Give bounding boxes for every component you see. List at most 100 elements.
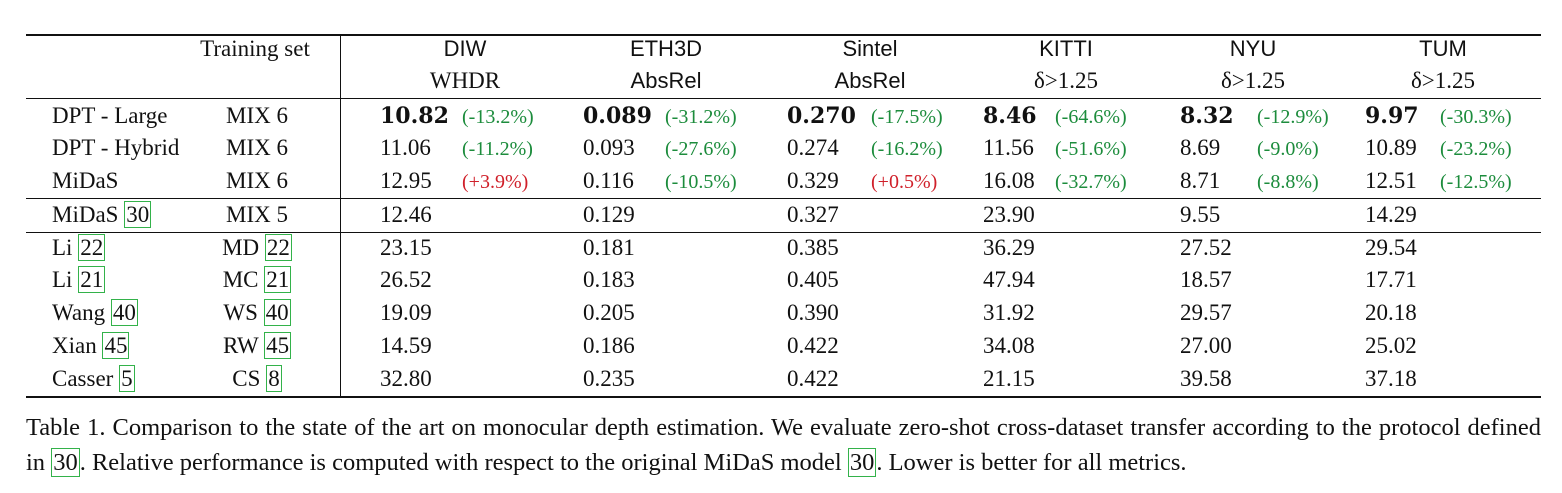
value-sintel: 0.385 [787, 235, 839, 260]
value-diw: 23.15 [380, 235, 432, 260]
header-rule [26, 98, 1541, 99]
row-training-set: MIX 5 [187, 200, 327, 230]
row-method: DPT - Hybrid [52, 133, 179, 163]
row-method: Wang 40 [52, 298, 138, 328]
training-set-citation[interactable]: 22 [264, 234, 292, 261]
relative-change-tum: (-23.2%) [1440, 138, 1512, 160]
relative-change-sintel: (-17.5%) [871, 106, 943, 128]
column-metric-sintel: AbsRel [834, 68, 906, 93]
value-kitti: 31.92 [983, 300, 1035, 325]
row-training-set: MC 21 [187, 265, 327, 295]
caption-citation-1[interactable]: 30 [51, 448, 80, 477]
value-diw: 12.46 [380, 202, 432, 227]
row-training-set: WS 40 [187, 298, 327, 328]
value-nyu: 8.32 [1180, 103, 1234, 129]
value-tum: 14.29 [1365, 202, 1417, 227]
training-set-citation[interactable]: 40 [263, 299, 291, 326]
relative-change-eth3d: (-27.6%) [665, 138, 737, 160]
training-set-header: Training set [200, 36, 310, 61]
method-citation[interactable]: 5 [119, 365, 135, 392]
value-nyu: 39.58 [1180, 366, 1232, 391]
method-name: MiDaS [52, 168, 119, 193]
column-metric-eth3d: AbsRel [630, 68, 702, 93]
value-nyu: 8.69 [1180, 135, 1221, 160]
value-kitti: 34.08 [983, 333, 1035, 358]
value-sintel: 0.329 [787, 168, 839, 193]
row-training-set: RW 45 [187, 331, 327, 361]
method-name: Li [52, 235, 79, 260]
value-kitti: 16.08 [983, 168, 1035, 193]
relative-change-diw: (-13.2%) [462, 106, 534, 128]
group-rule-1 [26, 198, 1541, 199]
column-divider [340, 34, 341, 397]
value-nyu: 9.55 [1180, 202, 1221, 227]
column-metric-tum: δ>1.25 [1410, 68, 1476, 93]
method-name: DPT - Hybrid [52, 135, 180, 160]
value-kitti: 23.90 [983, 202, 1035, 227]
row-method: DPT - Large [52, 101, 167, 131]
method-name: MiDaS [52, 202, 125, 227]
row-method: MiDaS [52, 166, 118, 196]
value-diw: 12.95 [380, 168, 432, 193]
value-eth3d: 0.181 [583, 235, 635, 260]
training-set-name: MD [222, 235, 265, 260]
method-citation[interactable]: 45 [102, 332, 130, 359]
value-eth3d: 0.116 [583, 168, 634, 193]
method-citation[interactable]: 30 [124, 201, 152, 228]
row-training-set: MIX 6 [187, 101, 327, 131]
value-nyu: 27.52 [1180, 235, 1232, 260]
value-kitti: 8.46 [983, 103, 1037, 129]
training-set-name: CS [232, 366, 267, 391]
row-training-set: CS 8 [187, 364, 327, 394]
value-tum: 25.02 [1365, 333, 1417, 358]
relative-change-sintel: (+0.5%) [871, 171, 938, 193]
training-set-name: MIX 5 [226, 202, 288, 227]
value-sintel: 0.405 [787, 267, 839, 292]
training-set-citation[interactable]: 21 [264, 266, 292, 293]
method-name: Casser [52, 366, 120, 391]
value-diw: 26.52 [380, 267, 432, 292]
value-sintel: 0.327 [787, 202, 839, 227]
method-citation[interactable]: 21 [78, 266, 106, 293]
method-name: Wang [52, 300, 111, 325]
value-diw: 32.80 [380, 366, 432, 391]
value-eth3d: 0.093 [583, 135, 635, 160]
training-set-citation[interactable]: 8 [266, 365, 282, 392]
value-tum: 17.71 [1365, 267, 1417, 292]
relative-change-nyu: (-8.8%) [1257, 171, 1319, 193]
value-diw: 14.59 [380, 333, 432, 358]
relative-change-tum: (-12.5%) [1440, 171, 1512, 193]
row-method: Li 22 [52, 233, 106, 263]
value-eth3d: 0.089 [583, 103, 652, 129]
row-training-set: MD 22 [187, 233, 327, 263]
group-rule-2 [26, 232, 1541, 233]
training-set-name: MIX 6 [226, 135, 288, 160]
caption-citation-2[interactable]: 30 [847, 448, 877, 477]
relative-change-nyu: (-9.0%) [1257, 138, 1319, 160]
value-kitti: 21.15 [983, 366, 1035, 391]
training-set-citation[interactable]: 45 [264, 332, 292, 359]
value-sintel: 0.270 [787, 103, 856, 129]
value-tum: 12.51 [1365, 168, 1417, 193]
relative-change-kitti: (-64.6%) [1055, 106, 1127, 128]
method-citation[interactable]: 22 [78, 234, 106, 261]
row-method: MiDaS 30 [52, 200, 152, 230]
column-header-nyu: NYU [1229, 36, 1277, 61]
value-tum: 9.97 [1365, 103, 1419, 129]
training-set-name: RW [222, 333, 265, 358]
method-name: Li [52, 267, 79, 292]
row-method: Casser 5 [52, 364, 135, 394]
value-tum: 20.18 [1365, 300, 1417, 325]
value-tum: 10.89 [1365, 135, 1417, 160]
relative-change-diw: (+3.9%) [462, 171, 529, 193]
value-sintel: 0.274 [787, 135, 839, 160]
method-citation[interactable]: 40 [110, 299, 138, 326]
relative-change-kitti: (-32.7%) [1055, 171, 1127, 193]
relative-change-sintel: (-16.2%) [871, 138, 943, 160]
caption-text-1: Table 1. Comparison to the state of the … [26, 414, 1541, 476]
value-diw: 11.06 [380, 135, 431, 160]
value-sintel: 0.390 [787, 300, 839, 325]
method-name: DPT - Large [52, 103, 168, 128]
caption-text-2: . Relative performance is computed with … [79, 449, 848, 476]
training-set-name: MC [222, 267, 265, 292]
